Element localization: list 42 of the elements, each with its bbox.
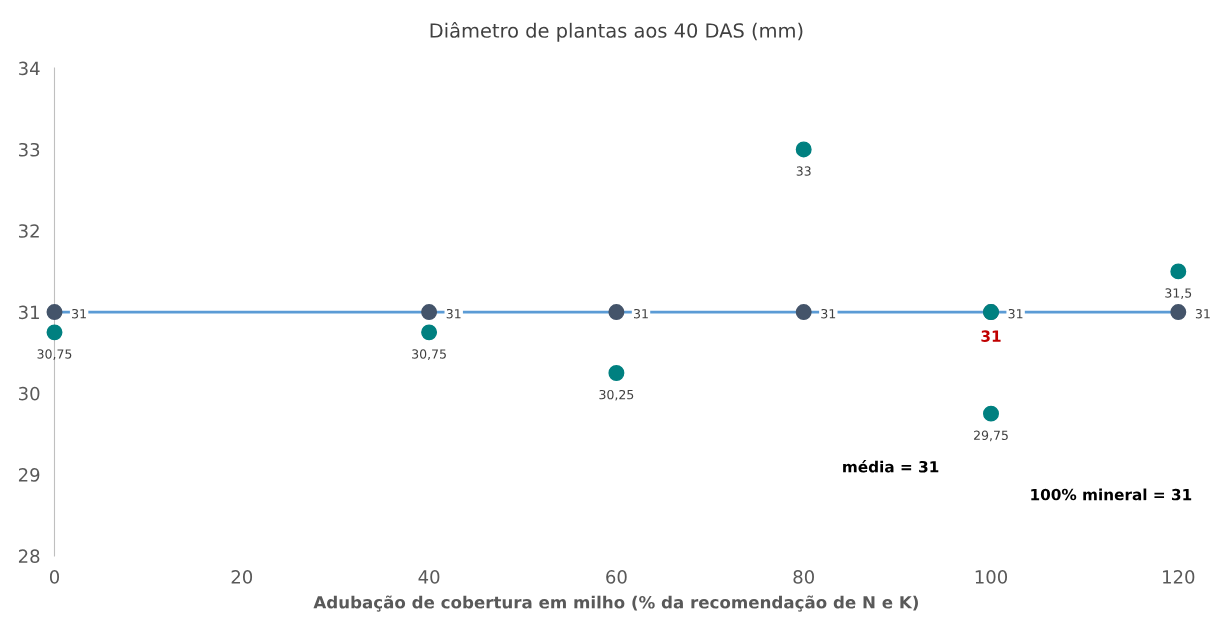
data-label: 31 [1195, 308, 1210, 319]
point [46, 324, 63, 341]
y-tick-label: 30 [19, 386, 40, 401]
point [421, 324, 438, 341]
y-tick-label: 31 [19, 305, 39, 320]
annotation: média = 31 [843, 460, 939, 473]
x-tick-label: 80 [793, 570, 814, 584]
y-tick-label: 32 [19, 224, 39, 238]
data-label: 31 [821, 308, 836, 319]
x-tick-label: 120 [1163, 570, 1195, 584]
x-tick-label: 100 [975, 570, 1008, 584]
data-label: 31 [72, 308, 86, 319]
point [608, 365, 625, 381]
x-axis-title: Adubação de cobertura em milho (% da recomendação de N e K) [313, 595, 918, 612]
annotation: 100% mineral = 31 [1031, 488, 1192, 501]
data-label: 31 [634, 308, 648, 319]
data-label: 31 [1008, 308, 1023, 319]
point [983, 405, 999, 422]
point [1170, 263, 1187, 280]
chart-title: Diâmetro de plantas aos 40 DAS (mm) [430, 22, 803, 42]
x-tick-label: 0 [49, 570, 60, 584]
x-tick-label: 20 [231, 570, 253, 584]
point [608, 304, 625, 321]
data-label: 30,75 [37, 349, 72, 360]
data-label: 33 [796, 166, 811, 176]
x-tick-label: 40 [418, 570, 440, 584]
point [1170, 304, 1187, 321]
data-label: 31 [446, 308, 461, 319]
point [46, 304, 63, 321]
point [795, 141, 812, 158]
data-label: 31,5 [1165, 288, 1192, 299]
data-label: 30,75 [412, 349, 446, 360]
y-tick-label: 34 [19, 61, 40, 76]
point [421, 304, 438, 321]
data-label: 31 [981, 330, 1001, 342]
data-label: 29,75 [974, 430, 1008, 442]
data-label: 30,25 [599, 389, 634, 401]
y-tick-label: 33 [19, 142, 40, 157]
y-tick-label: 29 [18, 468, 40, 482]
y-tick-label: 28 [18, 549, 40, 564]
point [795, 304, 812, 321]
x-tick-label: 60 [606, 570, 627, 584]
